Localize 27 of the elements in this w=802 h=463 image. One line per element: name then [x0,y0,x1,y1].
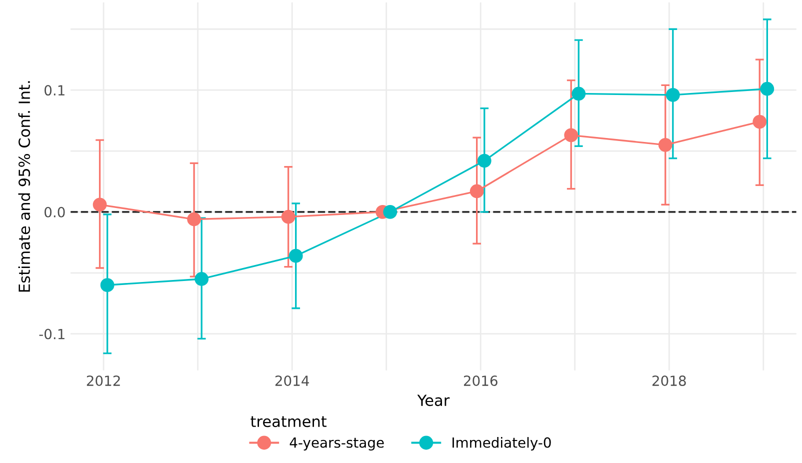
point [564,128,578,142]
point [470,184,484,198]
x-axis-title: Year [417,394,450,406]
y-tick-label: -0.1 [39,328,64,340]
y-tick-label: 0.0 [44,206,65,218]
point [288,248,303,263]
point [383,205,398,219]
legend-label: Immediately-0 [452,437,551,450]
point [658,138,672,152]
x-tick-label: 2012 [86,376,120,386]
point [100,278,114,292]
point [666,88,680,102]
y-axis-title: Estimate and 95% Conf. Int. [18,81,30,292]
point [572,86,586,101]
point [194,272,209,286]
x-tick-label: 2018 [652,376,686,386]
legend-label: 4-years-stage [290,437,384,450]
x-tick-label: 2014 [275,376,309,386]
point [187,212,202,226]
point [760,82,774,96]
y-tick-label: 0.1 [44,85,64,96]
x-tick-label: 2016 [464,376,498,386]
point [477,154,492,168]
point [92,198,107,212]
point [752,114,767,129]
legend-title: treatment [250,416,327,428]
point [281,210,296,224]
